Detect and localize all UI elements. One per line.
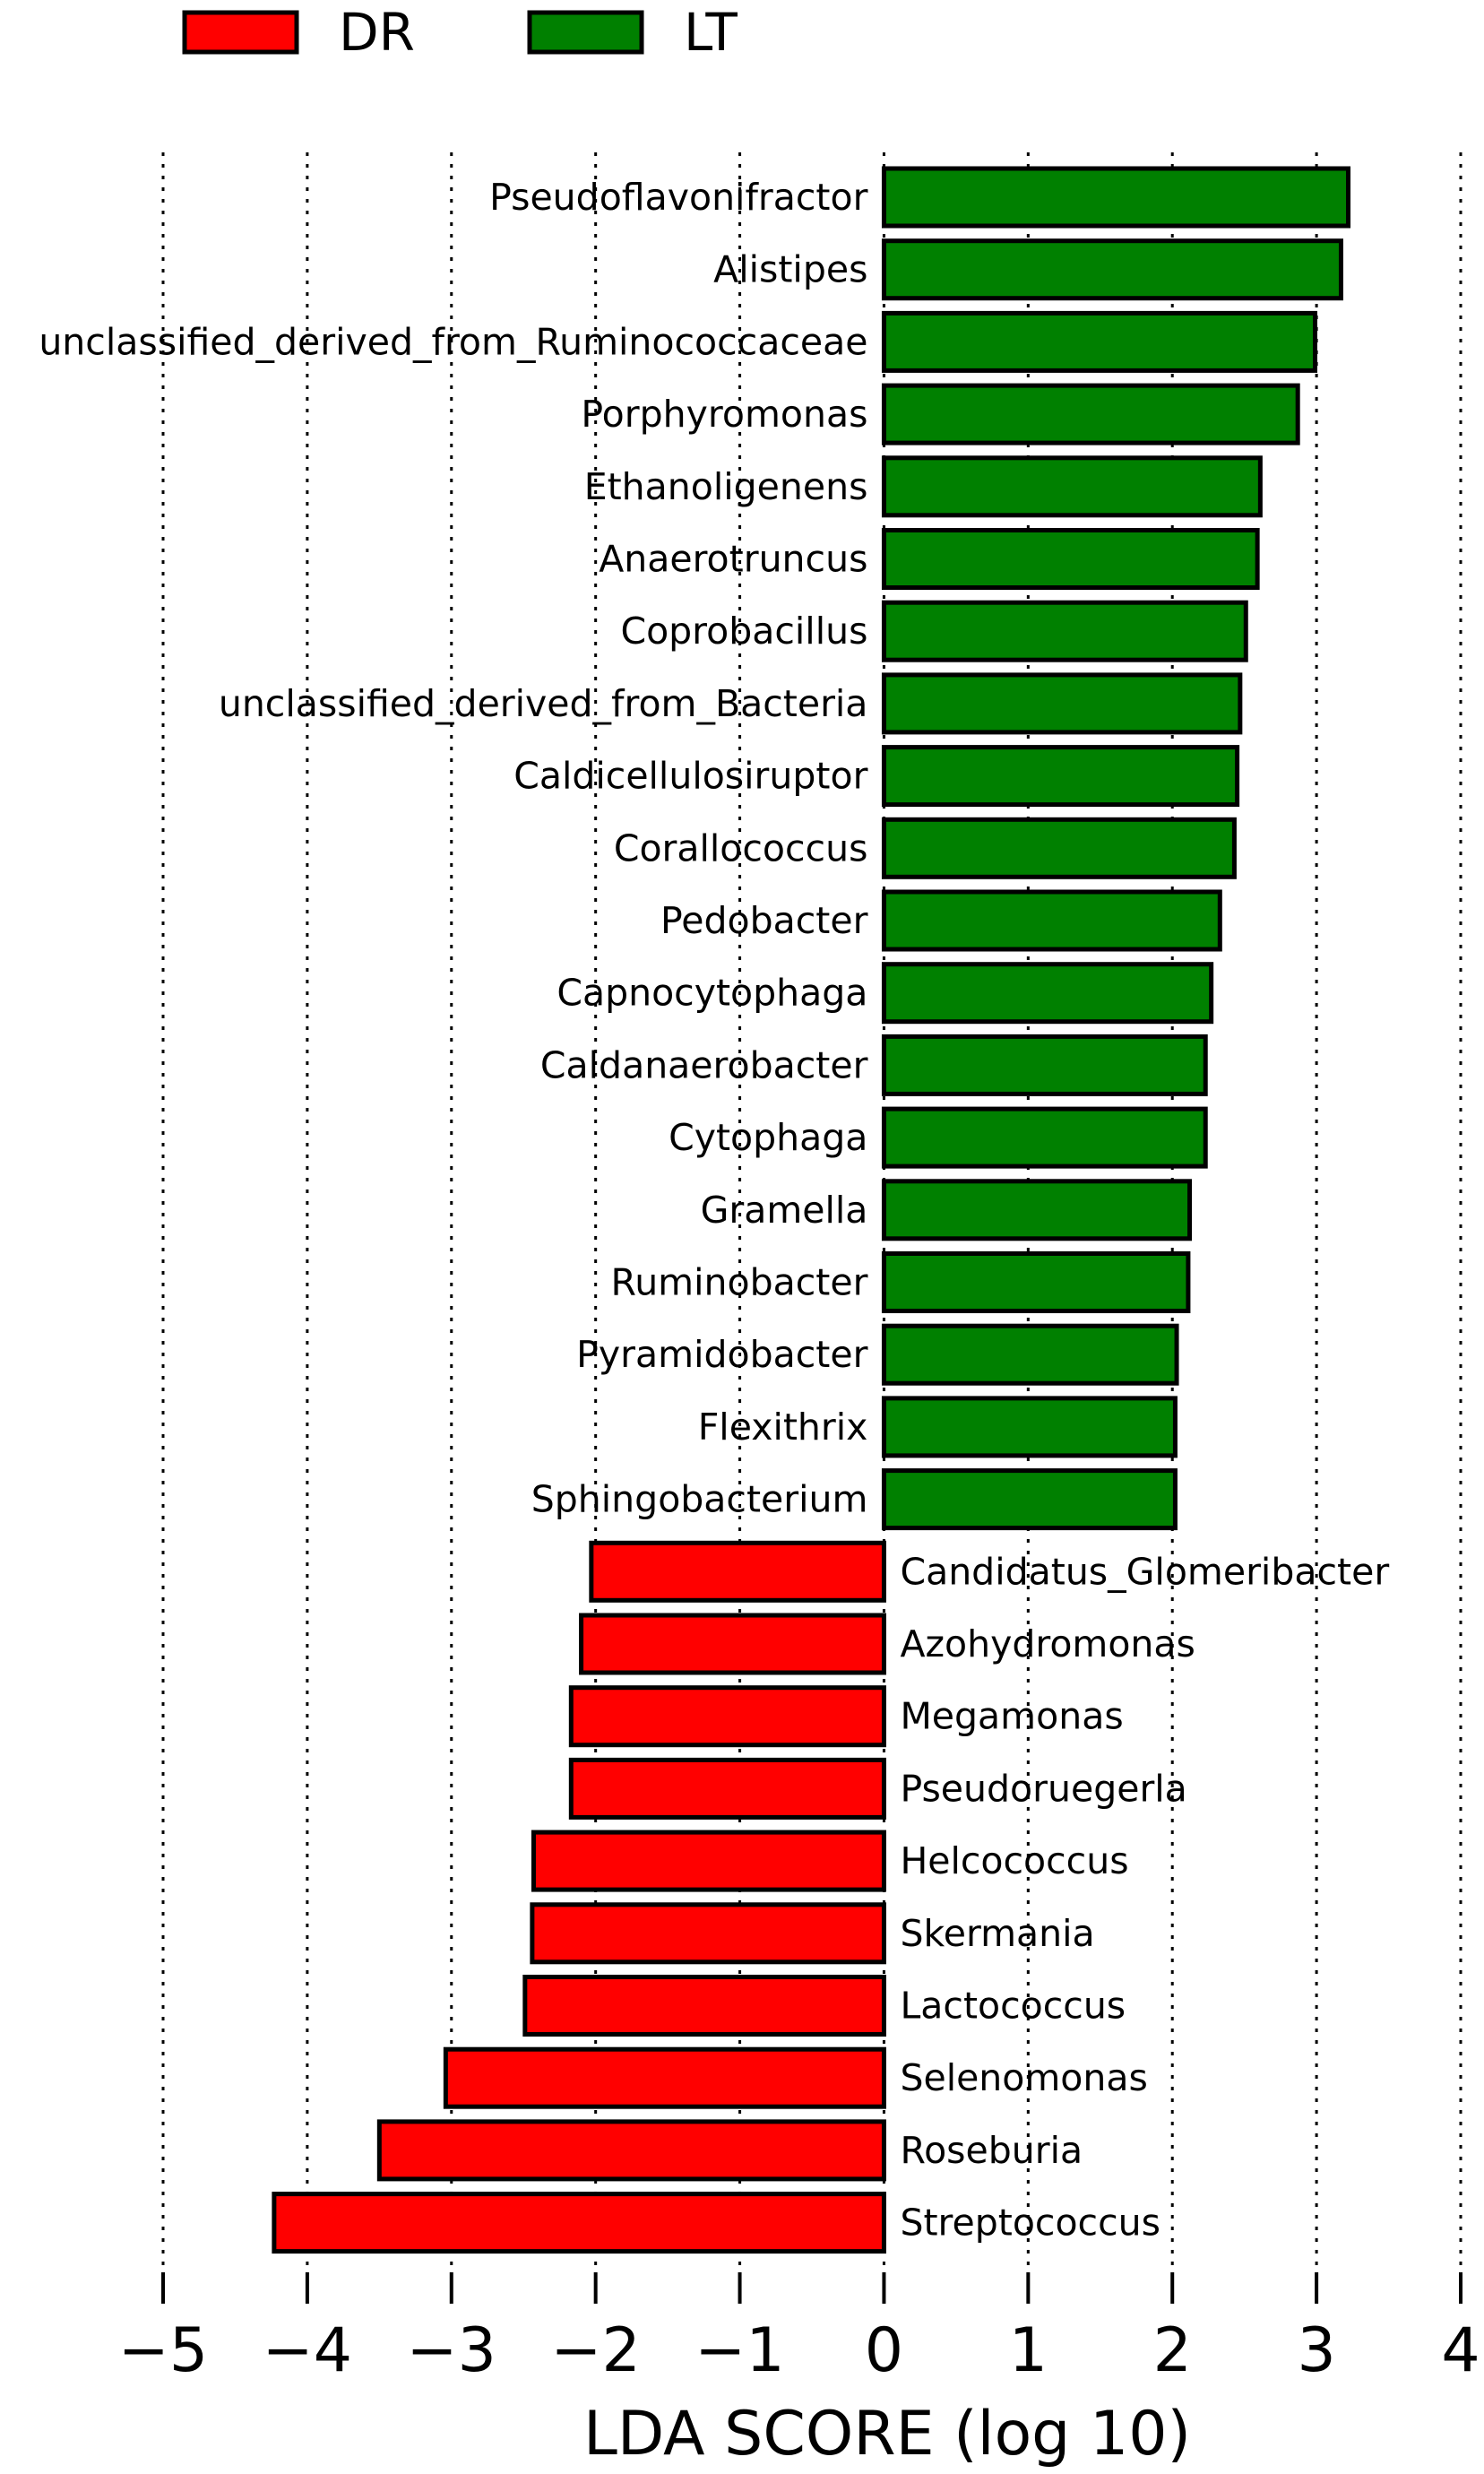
- legend-swatch-dr: [182, 10, 299, 55]
- category-label-16: Ruminobacter: [611, 1261, 868, 1304]
- legend-label-dr: DR: [339, 2, 415, 63]
- x-tick-label-8: 3: [1297, 2315, 1335, 2386]
- category-label-19: Sphingobacterium: [531, 1478, 868, 1521]
- category-label-13: Caldanaerobacter: [540, 1043, 868, 1086]
- category-label-9: Caldicellulosiruptor: [513, 755, 867, 798]
- category-label-26: Lactococcus: [900, 1985, 1126, 2028]
- bar-23: [568, 1757, 886, 1820]
- category-label-29: Streptococcus: [900, 2202, 1160, 2245]
- category-label-21: Azohydromonas: [900, 1622, 1195, 1665]
- category-label-7: Coprobacillus: [620, 610, 867, 653]
- category-label-3: unclassified_derived_from_Ruminococcacea…: [39, 320, 867, 363]
- bar-2: [881, 238, 1343, 301]
- category-label-2: Alistipes: [713, 248, 867, 291]
- bar-3: [881, 310, 1318, 373]
- category-label-22: Megamonas: [900, 1695, 1123, 1738]
- category-label-15: Gramella: [701, 1189, 868, 1232]
- bar-5: [881, 455, 1263, 518]
- category-label-5: Ethanoligenens: [584, 465, 868, 508]
- bar-22: [568, 1685, 886, 1748]
- x-tick-label-3: −2: [551, 2315, 641, 2386]
- category-label-25: Skermania: [900, 1912, 1094, 1955]
- x-tick-label-2: −3: [407, 2315, 496, 2386]
- bar-29: [272, 2192, 886, 2254]
- category-label-10: Corallococcus: [614, 826, 868, 869]
- bar-20: [589, 1540, 886, 1603]
- bar-4: [881, 383, 1300, 445]
- category-label-6: Anaerotruncus: [599, 538, 867, 581]
- bar-1: [881, 166, 1351, 229]
- bar-16: [881, 1251, 1191, 1313]
- bar-9: [881, 745, 1240, 808]
- bar-15: [881, 1179, 1193, 1241]
- category-label-8: unclassified_derived_from_Bacteria: [219, 682, 868, 725]
- category-label-12: Capnocytophaga: [556, 972, 867, 1015]
- bar-24: [531, 1830, 886, 1892]
- bar-25: [530, 1902, 886, 1965]
- x-tick-label-7: 2: [1153, 2315, 1192, 2386]
- x-tick-label-0: −5: [118, 2315, 208, 2386]
- bar-10: [881, 817, 1237, 879]
- bars: [272, 166, 1351, 2254]
- category-label-20: Candidatus_Glomeribacter: [900, 1550, 1389, 1593]
- category-label-1: Pseudoflavonifractor: [489, 176, 867, 219]
- category-label-4: Porphyromonas: [581, 393, 867, 436]
- legend-label-lt: LT: [684, 2, 738, 63]
- bar-7: [881, 600, 1248, 662]
- x-axis-title: LDA SCORE (log 10): [583, 2399, 1191, 2470]
- bar-12: [881, 962, 1214, 1025]
- bar-11: [881, 889, 1222, 952]
- legend-swatch-lt: [527, 10, 644, 55]
- category-label-23: Pseudoruegerla: [900, 1767, 1186, 1810]
- x-tick-label-9: 4: [1441, 2315, 1480, 2386]
- x-tick-label-6: 1: [1009, 2315, 1048, 2386]
- bar-19: [881, 1468, 1178, 1531]
- category-label-17: Pyramidobacter: [576, 1333, 867, 1376]
- bar-28: [376, 2119, 886, 2182]
- bar-17: [881, 1323, 1179, 1386]
- category-label-28: Roseburia: [900, 2129, 1083, 2172]
- x-tick-label-1: −4: [263, 2315, 352, 2386]
- legend: DR LT: [182, 2, 738, 63]
- category-label-27: Selenomonas: [900, 2056, 1147, 2099]
- bar-26: [522, 1975, 886, 2037]
- bar-6: [881, 528, 1260, 590]
- x-axis: −5 −4 −3 −2 −1 0 1 2 3 4: [118, 2272, 1480, 2386]
- bar-8: [881, 672, 1243, 735]
- bar-27: [443, 2046, 886, 2109]
- bar-14: [881, 1106, 1208, 1169]
- category-label-14: Cytophaga: [669, 1116, 867, 1159]
- category-label-11: Pedobacter: [660, 899, 868, 942]
- x-tick-label-4: −1: [695, 2315, 784, 2386]
- category-labels: Pseudoflavonifractor Alistipes unclassifie…: [39, 176, 1389, 2245]
- bar-18: [881, 1396, 1178, 1458]
- category-label-18: Flexithrix: [698, 1406, 868, 1449]
- bar-21: [579, 1613, 886, 1675]
- category-label-24: Helcococcus: [900, 1839, 1128, 1882]
- bar-13: [881, 1034, 1208, 1096]
- x-tick-label-5: 0: [865, 2315, 903, 2386]
